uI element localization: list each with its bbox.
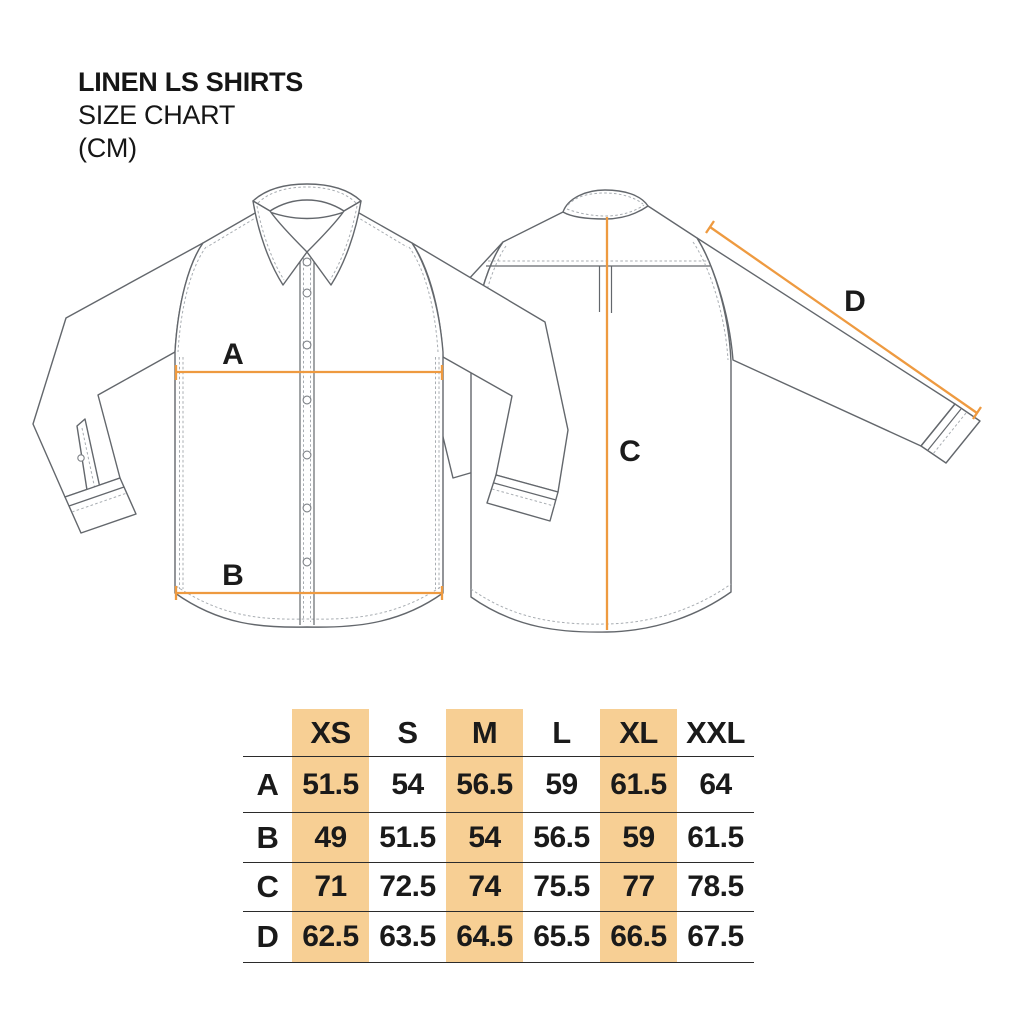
table-cell: 65.5: [533, 920, 590, 953]
table-cell: 59: [600, 813, 677, 862]
measurement-label-b: B: [222, 559, 244, 592]
column-header-xxl: XXL: [686, 714, 745, 750]
column-header-xs: XS: [292, 709, 369, 756]
table-cell: 63.5: [379, 920, 436, 953]
table-cell: 74: [446, 863, 523, 911]
table-cell: 67.5: [687, 920, 744, 953]
measurement-line-b: [174, 586, 444, 600]
measurement-label-a: A: [222, 338, 244, 371]
front-shirt-drawing: [32, 183, 569, 628]
row-label-a: A: [256, 766, 279, 802]
row-label-c: C: [256, 869, 279, 904]
table-cell: 75.5: [533, 870, 590, 903]
table-row-b: B 49 51.5 54 56.5 59 61.5: [243, 813, 754, 863]
table-cell: 64: [699, 767, 732, 801]
table-header-row: XS S M L XL XXL: [243, 709, 754, 757]
measurement-label-c: C: [619, 435, 641, 468]
row-label-b: B: [256, 819, 279, 855]
table-cell: 71: [292, 863, 369, 911]
page-subtitle: SIZE CHART: [78, 100, 236, 130]
table-cell: 51.5: [379, 820, 436, 854]
table-cell: 72.5: [379, 870, 436, 903]
column-header-l: L: [552, 714, 571, 750]
size-table: XS S M L XL XXL A 51.5 54 56.5 59 61.5 6…: [243, 709, 754, 963]
table-row-c: C 71 72.5 74 75.5 77 78.5: [243, 863, 754, 912]
table-cell: 59: [545, 767, 578, 801]
table-cell: 51.5: [292, 757, 369, 812]
corner-cell: [243, 709, 292, 756]
table-cell: 54: [391, 767, 424, 801]
table-cell: 77: [600, 863, 677, 911]
measurement-line-d: [705, 220, 982, 420]
table-cell: 49: [292, 813, 369, 862]
table-cell: 62.5: [292, 912, 369, 962]
table-cell: 61.5: [600, 757, 677, 812]
column-header-m: M: [446, 709, 523, 756]
unit-label: (CM): [78, 133, 137, 163]
table-row-a: A 51.5 54 56.5 59 61.5 64: [243, 757, 754, 813]
table-cell: 78.5: [687, 870, 744, 903]
measurement-label-d: D: [844, 285, 866, 318]
measurement-line-a: [174, 365, 444, 380]
table-cell: 56.5: [533, 820, 590, 854]
table-cell: 66.5: [600, 912, 677, 962]
table-row-d: D 62.5 63.5 64.5 65.5 66.5 67.5: [243, 912, 754, 963]
table-cell: 64.5: [446, 912, 523, 962]
title-block: LINEN LS SHIRTS SIZE CHART (CM): [78, 66, 303, 165]
table-cell: 56.5: [446, 757, 523, 812]
column-header-s: S: [397, 714, 418, 750]
column-header-xl: XL: [600, 709, 677, 756]
back-shirt-drawing: [417, 189, 981, 633]
page-title: LINEN LS SHIRTS: [78, 67, 304, 97]
table-cell: 54: [446, 813, 523, 862]
row-label-d: D: [256, 919, 279, 954]
table-cell: 61.5: [687, 820, 744, 854]
